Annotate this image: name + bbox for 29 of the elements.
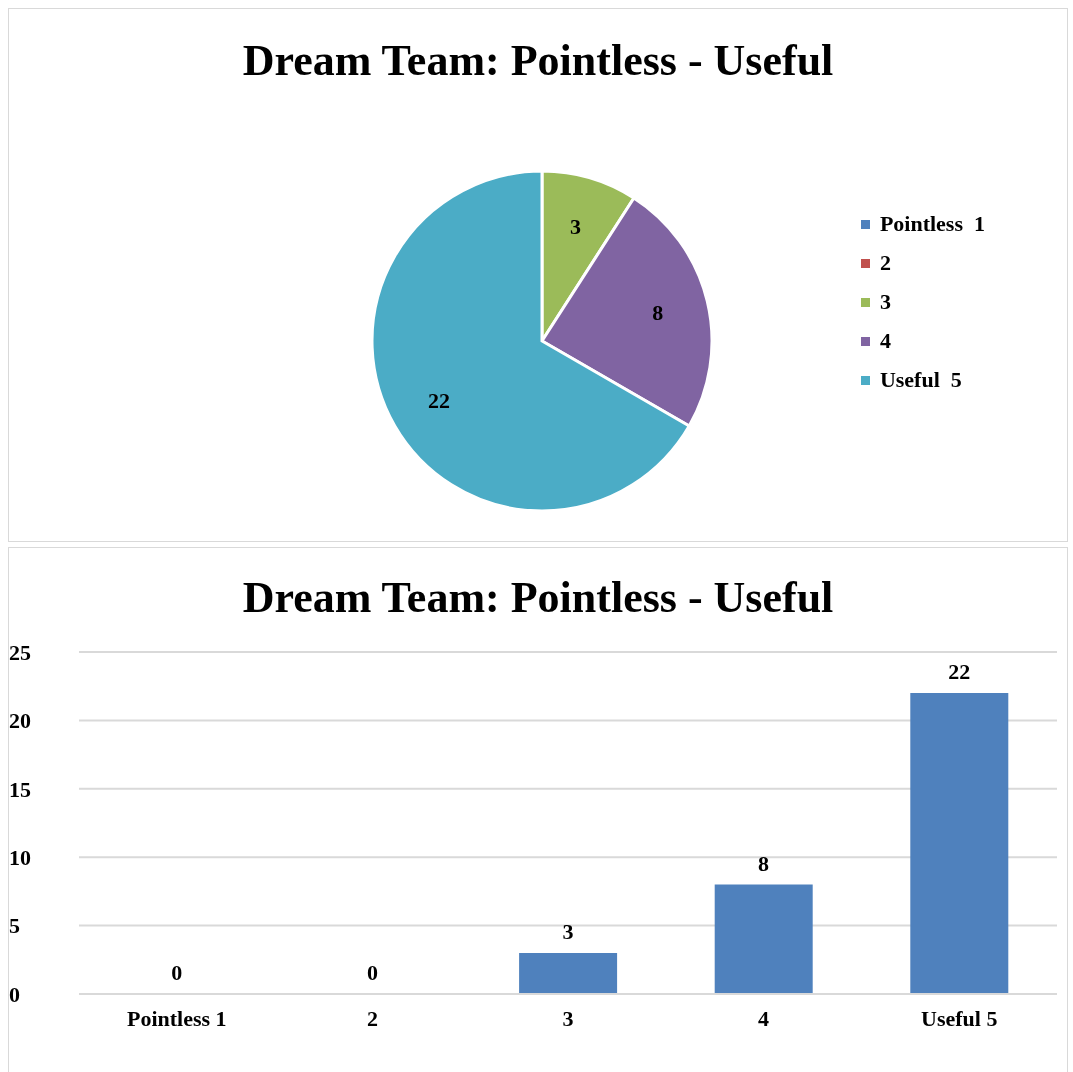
- data-label: 22: [427, 388, 450, 413]
- x-tick-label: 3: [562, 1005, 574, 1031]
- legend-label: Pointless 1: [878, 210, 985, 238]
- x-tick-label: Useful 5: [921, 1005, 998, 1031]
- data-label: 0: [366, 960, 378, 985]
- data-label: 22: [948, 659, 971, 685]
- chart-title: Dream Team: Pointless - Useful: [241, 35, 835, 87]
- legend-label: 2: [878, 249, 892, 277]
- x-tick-label: 2: [366, 1005, 378, 1031]
- bar: [519, 952, 618, 994]
- legend-label: Useful 5: [878, 366, 963, 394]
- x-tick-label: Pointless 1: [126, 1005, 227, 1031]
- y-tick-label: 0: [9, 981, 20, 1007]
- y-tick-label: 10: [9, 845, 31, 871]
- y-tick-label: 5: [9, 913, 20, 939]
- data-label: 0: [171, 960, 183, 985]
- bar: [910, 693, 1009, 994]
- chart-title: Dream Team: Pointless - Useful: [241, 572, 835, 624]
- y-tick-label: 20: [9, 708, 31, 734]
- legend-label: 4: [878, 327, 892, 355]
- bar: [714, 884, 813, 994]
- y-tick-label: 25: [9, 639, 31, 665]
- data-label: 3: [562, 918, 574, 944]
- data-label: 8: [652, 300, 664, 326]
- y-tick-label: 15: [9, 776, 31, 802]
- data-label: 3: [570, 214, 582, 240]
- x-tick-label: 4: [758, 1005, 770, 1031]
- legend-label: 3: [878, 288, 892, 316]
- data-label: 8: [758, 850, 770, 876]
